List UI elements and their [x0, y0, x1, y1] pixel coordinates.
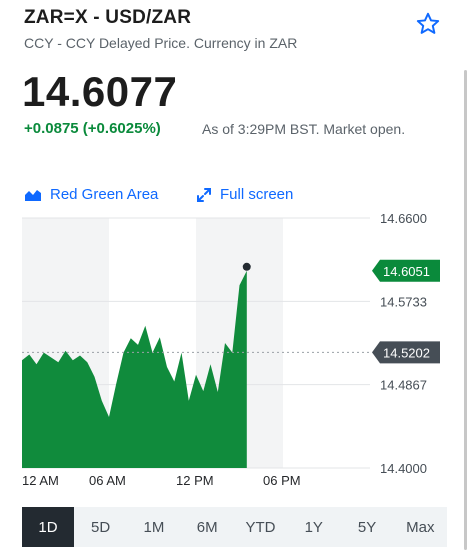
previous-close-label: 14.5202: [383, 345, 430, 360]
chart-type-button[interactable]: Red Green Area: [24, 186, 158, 203]
price-chart[interactable]: 14.6600 14.5733 14.4867 14.4000 14.6051 14.52…: [0, 210, 473, 495]
current-value-label: 14.6051: [383, 264, 430, 279]
range-selector: 1D 5D 1M 6M YTD 1Y 5Y Max: [22, 507, 447, 547]
fullscreen-label: Full screen: [220, 186, 294, 203]
symbol-title: ZAR=X - USD/ZAR: [24, 7, 192, 28]
quote-price: 14.6077: [22, 68, 178, 115]
quote-timestamp: As of 3:29PM BST. Market open.: [202, 121, 406, 137]
range-button-6m[interactable]: 6M: [196, 518, 218, 536]
y-tick-label: 14.4867: [380, 378, 427, 393]
fullscreen-button[interactable]: Full screen: [196, 186, 293, 203]
range-button-1y[interactable]: 1Y: [304, 518, 323, 536]
y-tick-label: 14.4000: [380, 461, 427, 476]
chart-band: [283, 218, 370, 468]
range-button-5y[interactable]: 5Y: [357, 518, 377, 536]
y-tick-label: 14.5733: [380, 294, 427, 309]
range-button-max[interactable]: Max: [406, 518, 435, 536]
x-tick-label: 12 PM: [176, 473, 214, 488]
previous-close-tag: [372, 341, 440, 364]
expand-icon: [197, 187, 211, 202]
star-icon[interactable]: [415, 11, 441, 37]
x-tick-label: 06 AM: [89, 473, 126, 488]
range-button-1d[interactable]: 1D: [22, 507, 74, 547]
symbol-subtitle: CCY - CCY Delayed Price. Currency in ZAR: [24, 35, 298, 51]
quote-change: +0.0875 (+0.6025%): [24, 120, 161, 137]
y-tick-label: 14.6600: [380, 211, 427, 226]
x-tick-label: 06 PM: [263, 473, 301, 488]
area-chart-icon: [25, 189, 41, 201]
current-point-marker: [242, 262, 251, 271]
chart-type-label: Red Green Area: [50, 186, 159, 203]
current-value-tag: [372, 259, 440, 282]
range-button-5d[interactable]: 5D: [91, 518, 111, 536]
price-area: [22, 270, 247, 468]
scrollbar[interactable]: [464, 70, 467, 550]
range-button-1m[interactable]: 1M: [143, 518, 165, 536]
x-tick-label: 12 AM: [22, 473, 59, 488]
range-button-ytd[interactable]: YTD: [245, 518, 276, 536]
